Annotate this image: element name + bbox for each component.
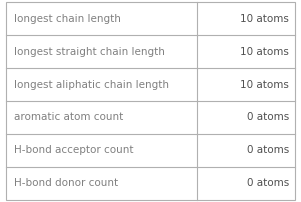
Text: 0 atoms: 0 atoms	[247, 145, 289, 156]
Text: aromatic atom count: aromatic atom count	[14, 113, 123, 122]
Text: 0 atoms: 0 atoms	[247, 179, 289, 188]
Text: 0 atoms: 0 atoms	[247, 113, 289, 122]
Text: longest aliphatic chain length: longest aliphatic chain length	[14, 80, 169, 89]
Text: 10 atoms: 10 atoms	[240, 14, 289, 23]
Text: H-bond acceptor count: H-bond acceptor count	[14, 145, 133, 156]
Text: 10 atoms: 10 atoms	[240, 46, 289, 57]
Text: longest straight chain length: longest straight chain length	[14, 46, 164, 57]
Text: longest chain length: longest chain length	[14, 14, 120, 23]
Text: H-bond donor count: H-bond donor count	[14, 179, 118, 188]
Text: 10 atoms: 10 atoms	[240, 80, 289, 89]
